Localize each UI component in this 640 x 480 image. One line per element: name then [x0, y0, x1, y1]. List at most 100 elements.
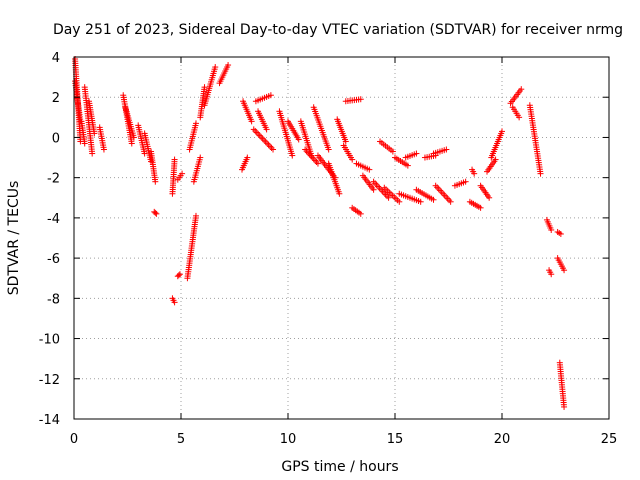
y-axis-label: SDTVAR / TECUs	[6, 181, 22, 296]
y-tick-label: 2	[52, 91, 60, 106]
data-point	[312, 157, 319, 164]
y-tick-label: -14	[39, 413, 60, 428]
data-point	[477, 204, 484, 211]
data-point	[561, 403, 568, 410]
data-point	[462, 178, 469, 185]
data-point	[389, 148, 396, 155]
data-point	[443, 146, 450, 153]
data-point	[261, 137, 268, 144]
data-point	[447, 198, 454, 205]
y-tick-label: -4	[47, 212, 60, 227]
y-tick-label: -8	[47, 292, 60, 307]
x-tick-label: 10	[280, 432, 297, 447]
data-point	[171, 299, 178, 306]
data-point	[256, 132, 263, 139]
data-point	[265, 141, 272, 148]
data-point	[270, 146, 277, 153]
data-point	[248, 118, 255, 125]
data-point	[244, 154, 251, 161]
data-point	[141, 150, 148, 157]
data-point	[357, 210, 364, 217]
data-point	[171, 156, 178, 163]
x-tick-label: 25	[601, 432, 618, 447]
data-point	[417, 198, 424, 205]
data-point	[396, 198, 403, 205]
data-point	[267, 143, 274, 150]
data-point	[128, 140, 135, 147]
data-point	[349, 156, 356, 163]
data-point	[255, 131, 262, 138]
data-point	[313, 159, 320, 166]
data-point	[385, 194, 392, 201]
data-point	[370, 186, 377, 193]
data-point	[430, 196, 437, 203]
data-point	[197, 154, 204, 161]
data-point	[325, 146, 332, 153]
data-point	[492, 156, 499, 163]
y-tick-label: -6	[47, 252, 60, 267]
data-point	[557, 230, 564, 237]
data-point	[212, 64, 219, 71]
plot-frame	[73, 56, 610, 420]
data-point	[486, 194, 493, 201]
data-point	[89, 150, 96, 157]
x-tick-label: 15	[387, 432, 404, 447]
data-point	[179, 170, 186, 177]
data-point	[263, 126, 270, 133]
data-point	[192, 212, 199, 219]
y-tick-label: -10	[39, 333, 60, 348]
data-point	[176, 271, 183, 278]
data-point	[561, 267, 568, 274]
data-point	[314, 160, 321, 167]
data-point	[537, 170, 544, 177]
data-point	[100, 146, 107, 153]
data-point	[91, 130, 98, 137]
data-point	[152, 178, 159, 185]
data-point	[152, 209, 159, 216]
data-point	[259, 135, 266, 142]
data-point	[250, 126, 257, 133]
data-point	[262, 138, 269, 145]
data-point	[130, 134, 137, 141]
data-point	[153, 210, 160, 217]
data-point	[264, 140, 271, 147]
x-tick-label: 0	[70, 432, 78, 447]
data-points	[72, 56, 568, 410]
data-point	[413, 150, 420, 157]
data-point	[357, 96, 364, 103]
data-point	[268, 144, 275, 151]
data-point	[252, 127, 259, 134]
y-tick-label: 4	[52, 51, 60, 66]
data-point	[192, 120, 199, 127]
data-point	[267, 92, 274, 99]
y-tick-label: -12	[39, 373, 60, 388]
data-point	[258, 134, 265, 141]
y-tick-label: 0	[52, 131, 60, 146]
chart-title: Day 251 of 2023, Sidereal Day-to-day VTE…	[53, 22, 623, 38]
data-point	[336, 190, 343, 197]
x-axis-label: GPS time / hours	[281, 459, 398, 475]
x-tick-label: 20	[494, 432, 511, 447]
data-point	[518, 86, 525, 93]
data-point	[225, 62, 232, 69]
x-tick-label: 5	[177, 432, 185, 447]
gridlines	[74, 57, 609, 419]
data-point	[499, 128, 505, 135]
x-axis-ticks: 0 5 10 15 20 25	[70, 57, 617, 447]
data-point	[81, 140, 88, 147]
data-point	[175, 272, 182, 279]
data-point	[404, 162, 411, 169]
data-point	[201, 84, 208, 91]
data-point	[253, 129, 260, 136]
data-point	[289, 152, 296, 159]
y-axis-ticks: -14 -12 -10 -8 -6 -4 -2 0 2 4	[39, 51, 609, 428]
data-point	[295, 136, 302, 143]
data-point	[548, 226, 555, 233]
data-point	[548, 271, 555, 278]
data-point	[342, 138, 349, 145]
data-point	[516, 114, 523, 121]
y-tick-label: -2	[47, 172, 60, 187]
data-point	[366, 166, 373, 173]
data-point	[471, 170, 478, 177]
